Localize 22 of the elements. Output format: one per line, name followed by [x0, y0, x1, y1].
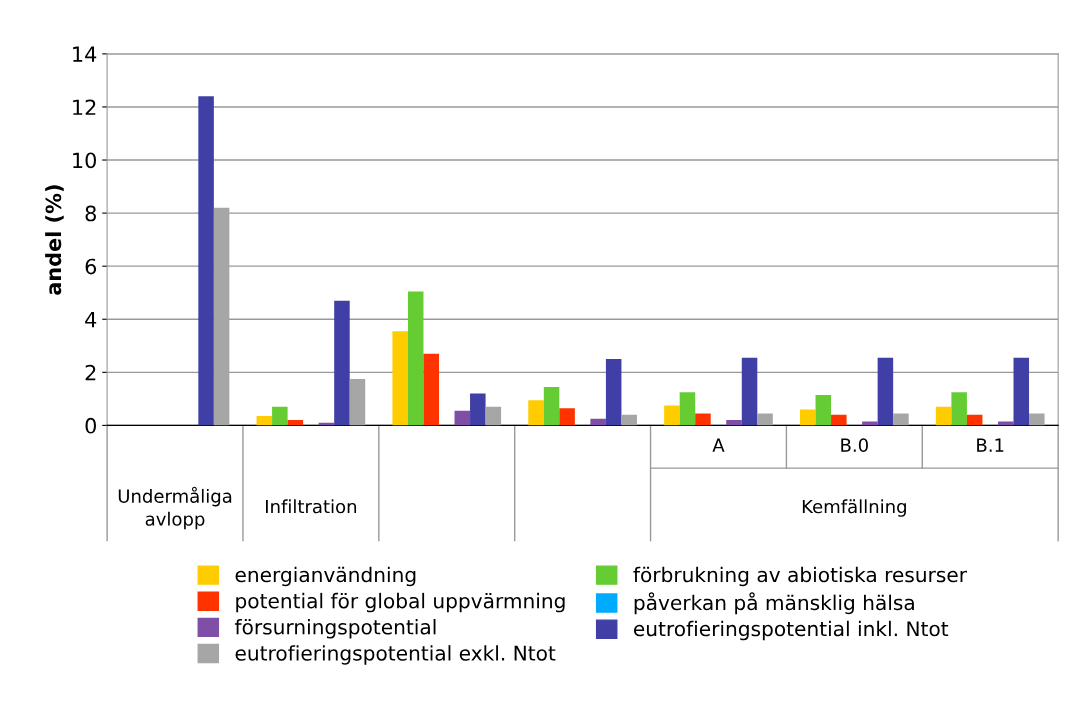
legend-label: påverkan på mänsklig hälsa: [634, 592, 914, 615]
legend-label: försurningspotential: [234, 619, 436, 639]
y-axis-title: andel (%): [45, 185, 64, 295]
legend-label: förbrukning av abiotiska resurser: [633, 566, 968, 587]
legend-label: potential för global uppvärmning: [236, 592, 565, 613]
x-tick-label: B.0: [841, 438, 868, 452]
y-tick-label: 8: [85, 205, 96, 222]
x-tick-label: Undermåliga avlopp: [118, 486, 232, 530]
y-tick-label: 10: [73, 152, 96, 169]
legend-label: energianvändning: [235, 566, 416, 587]
x-tick-label: B.1: [977, 438, 1004, 452]
x-tick-label: A: [712, 438, 725, 452]
x-tick-label: Infiltration: [266, 499, 357, 514]
y-tick-label: 2: [85, 364, 96, 381]
y-tick-label: 4: [85, 311, 97, 328]
y-tick-label: 14: [73, 46, 97, 62]
text: Kemfällning: [802, 499, 906, 517]
legend-label: eutrofieringspotential inkl. Ntot: [633, 620, 949, 641]
y-tick-label: 0: [85, 417, 96, 434]
y-tick-label: 6: [85, 258, 97, 275]
legend-label: eutrofieringspotential exkl. Ntot: [235, 645, 556, 665]
y-tick-label: 12: [73, 99, 96, 115]
